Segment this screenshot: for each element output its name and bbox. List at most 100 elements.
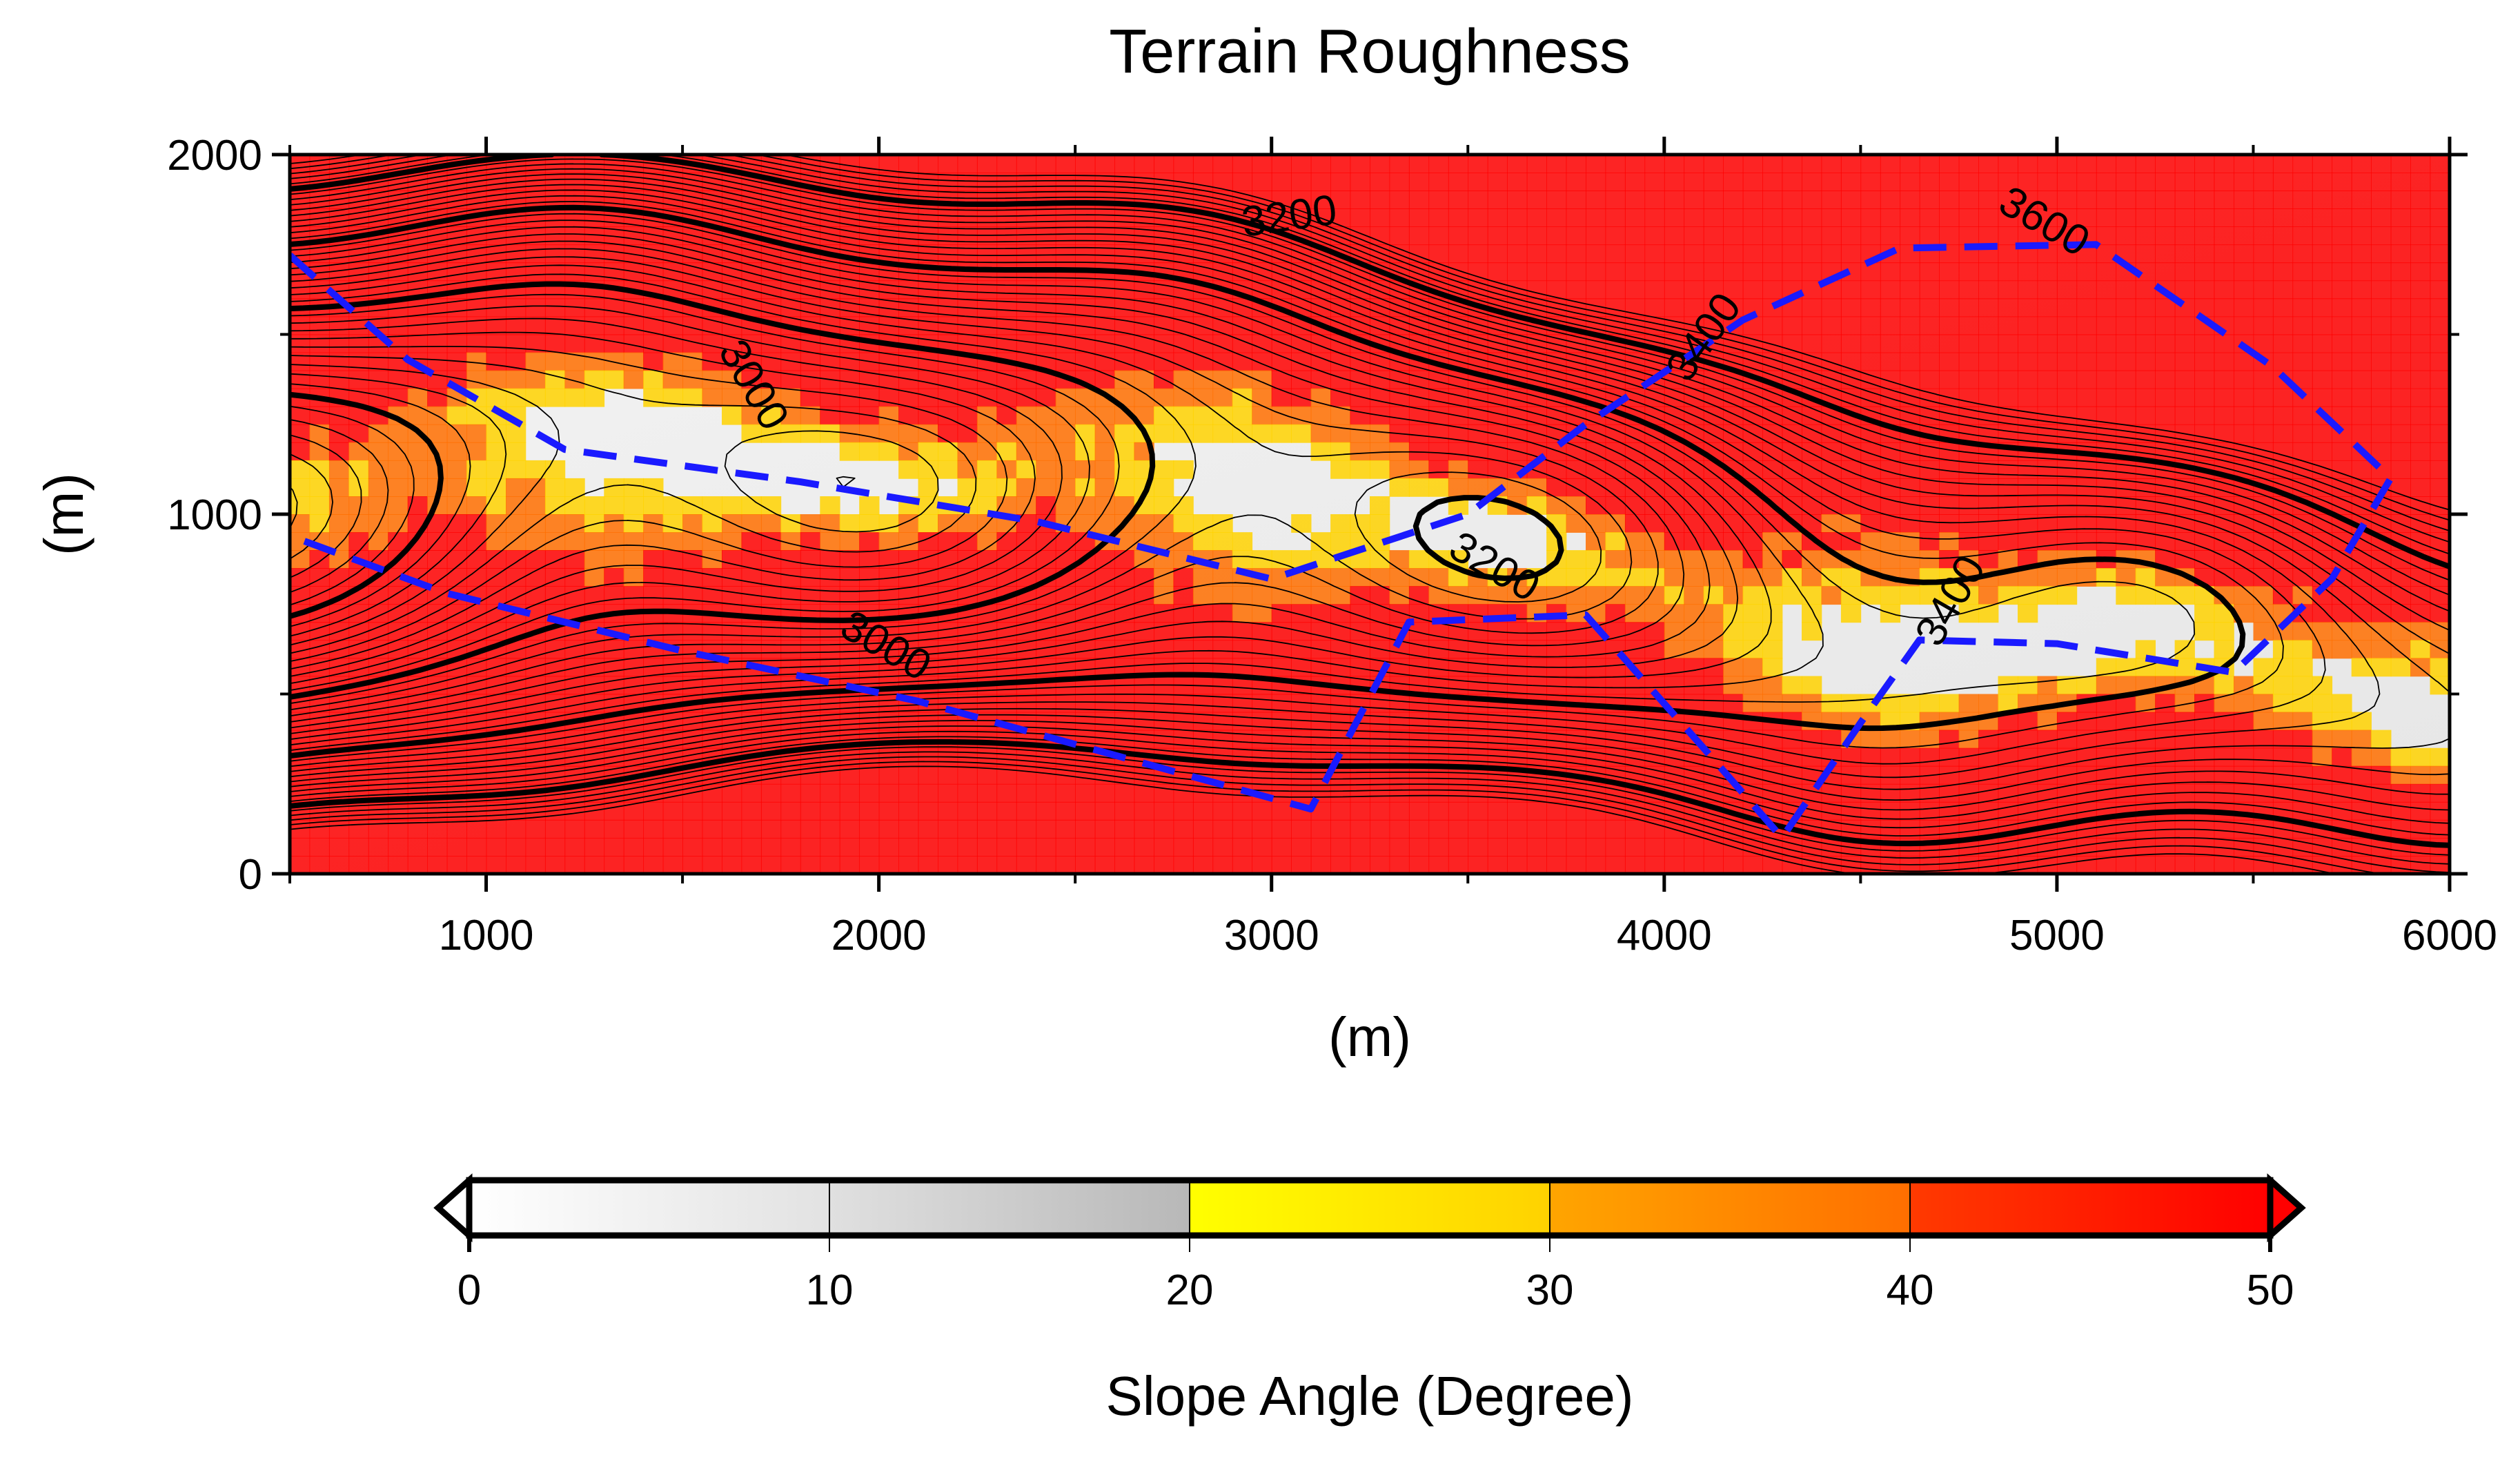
slope-cell: [1350, 856, 1370, 874]
slope-cell: [1055, 496, 1076, 515]
slope-cell: [1350, 783, 1370, 803]
slope-cell: [1900, 173, 1920, 191]
slope-cell: [1978, 352, 1999, 371]
slope-cell: [1252, 765, 1272, 785]
slope-cell: [506, 694, 526, 713]
slope-cell: [918, 370, 938, 389]
slope-cell: [2234, 747, 2254, 767]
slope-cell: [1684, 262, 1704, 282]
slope-cell: [996, 155, 1017, 173]
slope-cell: [2194, 208, 2215, 227]
slope-cell: [1840, 352, 1862, 371]
slope-cell: [957, 388, 978, 407]
slope-cell: [2253, 550, 2274, 569]
colorbar-tick-label: 30: [1526, 1267, 1574, 1314]
slope-cell: [1448, 730, 1469, 749]
slope-cell: [1468, 856, 1488, 874]
slope-cell: [2194, 406, 2215, 425]
slope-cell: [2390, 334, 2411, 353]
slope-cell: [2390, 262, 2411, 282]
slope-cell: [2332, 262, 2352, 282]
slope-cell: [1075, 783, 1096, 803]
slope-cell: [996, 783, 1017, 803]
slope-cell: [2116, 388, 2136, 407]
slope-cell: [1958, 298, 1979, 317]
slope-cell: [1566, 226, 1586, 246]
slope-cell: [938, 262, 958, 282]
slope-cell: [1939, 747, 1960, 767]
slope-cell: [1330, 837, 1351, 857]
slope-cell: [1880, 280, 1901, 300]
slope-cell: [1684, 460, 1704, 479]
slope-cell: [1036, 442, 1056, 461]
slope-cell: [525, 532, 546, 551]
slope-cell: [2116, 730, 2136, 749]
slope-cell: [1389, 586, 1410, 605]
slope-cell: [722, 730, 742, 749]
slope-cell: [2332, 280, 2352, 300]
slope-cell: [2076, 298, 2097, 317]
slope-cell: [976, 406, 998, 425]
slope-cell: [1919, 514, 1940, 533]
slope-cell: [486, 334, 506, 353]
slope-cell: [2214, 406, 2234, 425]
slope-cell: [1428, 190, 1449, 209]
slope-cell: [1684, 586, 1704, 605]
slope-cell: [1723, 208, 1744, 227]
slope-cell: [2234, 765, 2254, 785]
slope-cell: [2037, 334, 2058, 353]
slope-cell: [1939, 298, 1960, 317]
slope-cell: [1958, 856, 1979, 874]
slope-cell: [544, 819, 566, 839]
slope-cell: [1036, 155, 1056, 173]
slope-cell: [1860, 856, 1881, 874]
slope-cell: [2056, 155, 2078, 173]
slope-cell: [2371, 298, 2392, 317]
slope-cell: [486, 765, 506, 785]
slope-cell: [1212, 532, 1233, 551]
slope-cell: [741, 622, 762, 641]
slope-cell: [682, 514, 703, 533]
slope-cell: [1232, 532, 1253, 551]
slope-cell: [1408, 819, 1430, 839]
slope-cell: [2410, 640, 2431, 659]
slope-cell: [2096, 388, 2117, 407]
slope-cell: [2312, 190, 2333, 209]
slope-cell: [2234, 370, 2254, 389]
slope-cell: [1487, 801, 1508, 821]
slope-cell: [2234, 550, 2254, 569]
slope-cell: [2292, 442, 2313, 461]
slope-cell: [1075, 388, 1096, 407]
slope-cell: [1919, 226, 1940, 246]
slope-cell: [1742, 658, 1763, 677]
slope-cell: [859, 496, 880, 515]
slope-cell: [1723, 856, 1744, 874]
slope-cell: [1094, 190, 1115, 209]
slope-cell: [2018, 676, 2038, 695]
slope-cell: [1939, 352, 1960, 371]
slope-cell: [780, 801, 801, 821]
slope-cell: [1664, 622, 1685, 641]
slope-cell: [1742, 676, 1763, 695]
slope-cell: [898, 801, 919, 821]
slope-cell: [2096, 173, 2117, 191]
slope-cell: [407, 550, 428, 569]
slope-cell: [1860, 226, 1881, 246]
slope-cell: [859, 837, 880, 857]
slope-cell: [1566, 568, 1586, 587]
slope-cell: [1487, 173, 1508, 191]
slope-cell: [2056, 586, 2078, 605]
slope-cell: [2174, 226, 2195, 246]
slope-cell: [918, 819, 938, 839]
slope-cell: [1958, 694, 1979, 713]
slope-cell: [1428, 712, 1449, 731]
slope-cell: [1624, 819, 1646, 839]
slope-cell: [466, 856, 487, 874]
slope-cell: [859, 208, 880, 227]
slope-cell: [1350, 155, 1370, 173]
slope-cell: [466, 550, 487, 569]
slope-cell: [2351, 730, 2372, 749]
slope-cell: [1900, 694, 1920, 713]
slope-cell: [1900, 550, 1920, 569]
slope-cell: [2430, 173, 2450, 191]
